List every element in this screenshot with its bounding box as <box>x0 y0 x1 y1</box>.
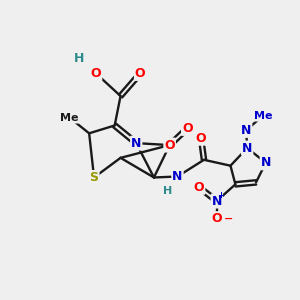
Text: O: O <box>182 122 193 135</box>
Text: O: O <box>196 132 206 145</box>
Text: O: O <box>164 139 175 152</box>
Text: N: N <box>131 136 141 150</box>
Text: −: − <box>224 214 233 224</box>
Text: N: N <box>172 170 183 183</box>
Text: N: N <box>242 142 252 154</box>
Text: O: O <box>91 67 101 80</box>
Text: H: H <box>74 52 85 65</box>
Text: H: H <box>163 186 172 196</box>
Text: Me: Me <box>60 112 79 123</box>
Text: N: N <box>241 124 251 137</box>
Text: N: N <box>212 194 222 208</box>
Text: Me: Me <box>254 111 272 121</box>
Text: O: O <box>194 181 204 194</box>
Text: S: S <box>90 171 99 184</box>
Text: O: O <box>135 67 146 80</box>
Text: N: N <box>261 156 271 169</box>
Text: O: O <box>212 212 222 225</box>
Text: +: + <box>217 190 224 200</box>
